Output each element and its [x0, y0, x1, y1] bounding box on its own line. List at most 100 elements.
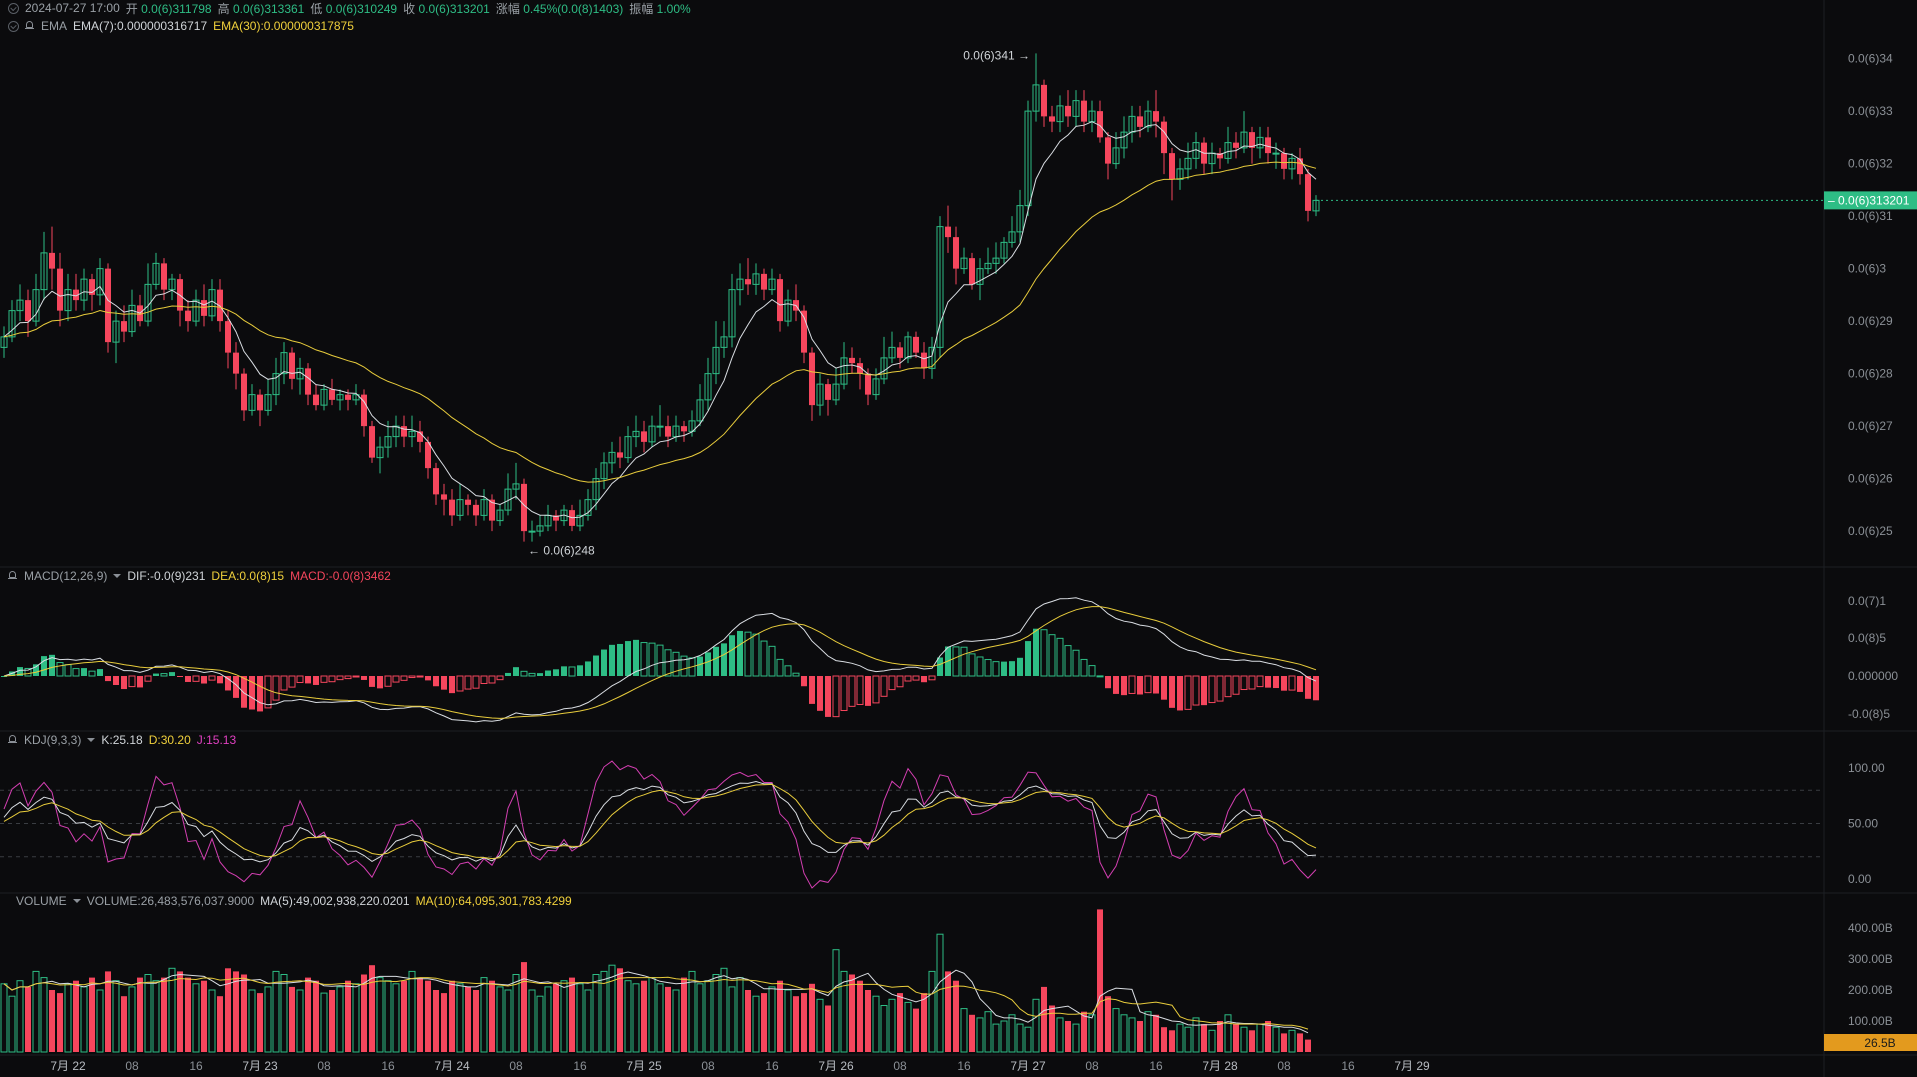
- candle-body: [1176, 168, 1184, 180]
- volume-bar: [600, 970, 608, 1053]
- candle-body: [936, 226, 944, 348]
- macd-histogram-bar: [41, 656, 47, 676]
- macd-histogram-bar: [1232, 675, 1240, 695]
- candle-body: [73, 289, 79, 301]
- candle-body: [152, 262, 160, 285]
- candle-body: [857, 363, 863, 374]
- candle-body: [696, 399, 704, 422]
- time-tick-label: 08: [509, 1059, 523, 1073]
- volume-bar: [880, 1005, 888, 1053]
- macd-histogram-bar: [760, 640, 768, 677]
- volume-bar: [913, 1008, 919, 1052]
- macd-histogram-bar: [921, 676, 927, 683]
- candle-body: [888, 346, 896, 359]
- price-tick-label: 0.0(6)33: [1848, 104, 1893, 118]
- macd-histogram-bar: [840, 675, 848, 712]
- candle-body: [816, 383, 824, 406]
- macd-histogram-bar: [601, 649, 607, 676]
- volume-bar: [777, 980, 783, 1052]
- collapse-toggle-icon[interactable]: [8, 20, 19, 32]
- volume-bar: [865, 990, 871, 1052]
- candle-body: [617, 452, 623, 458]
- volume-bar: [313, 980, 319, 1052]
- volume-bar: [720, 967, 728, 1053]
- macd-histogram-bar: [640, 642, 648, 677]
- macd-histogram-bar: [408, 675, 416, 679]
- candle-body: [64, 289, 72, 312]
- macd-indicator-name[interactable]: MACD(12,26,9): [24, 569, 108, 583]
- time-tick-label: 7月 28: [1202, 1059, 1238, 1073]
- alert-bell-icon[interactable]: [8, 735, 18, 745]
- candle-body: [1000, 241, 1008, 259]
- current-price-label: – 0.0(6)313201: [1828, 193, 1910, 207]
- volume-bar: [401, 980, 407, 1052]
- candle-body: [1032, 84, 1040, 112]
- macd-histogram-bar: [872, 675, 880, 704]
- macd-histogram-bar: [609, 644, 615, 676]
- volume-bar: [1184, 1026, 1192, 1053]
- candle-body: [289, 352, 295, 379]
- macd-histogram-bar: [880, 675, 888, 697]
- time-tick-label: 7月 24: [434, 1059, 470, 1073]
- chevron-down-icon[interactable]: [113, 574, 122, 578]
- volume-bar: [1201, 1024, 1207, 1052]
- macd-tick-label: 0.000000: [1848, 669, 1898, 683]
- macd-histogram-bar: [336, 675, 344, 681]
- macd-histogram-bar: [1105, 676, 1111, 689]
- macd-pane: [1, 597, 1319, 723]
- volume-bar: [1144, 1011, 1152, 1053]
- macd-histogram-bar: [1248, 675, 1256, 690]
- volume-bar: [553, 983, 559, 1052]
- macd-histogram-bar: [1256, 675, 1264, 688]
- candle-body: [384, 436, 392, 448]
- volume-bar: [825, 1005, 831, 1052]
- candle-body: [40, 252, 48, 291]
- alert-bell-icon[interactable]: [8, 571, 18, 581]
- candle-body: [369, 426, 375, 458]
- macd-histogram-bar: [272, 675, 280, 701]
- collapse-toggle-icon[interactable]: [8, 2, 19, 14]
- macd-histogram-bar: [1288, 675, 1296, 691]
- macd-histogram-bar: [472, 675, 480, 689]
- candle-body: [233, 352, 239, 374]
- alert-bell-icon[interactable]: [25, 21, 35, 31]
- candle-body: [504, 488, 512, 511]
- macd-histogram-bar: [128, 675, 136, 688]
- macd-histogram-bar: [121, 676, 127, 690]
- volume-bar: [1192, 1017, 1200, 1053]
- candle-body: [1240, 131, 1248, 149]
- volume-bar: [208, 989, 216, 1053]
- candle-body: [1112, 147, 1120, 165]
- candle-body: [1265, 137, 1271, 154]
- kdj-indicator-name[interactable]: KDJ(9,3,3): [24, 733, 82, 747]
- volume-indicator-name[interactable]: VOLUME: [16, 894, 67, 908]
- macd-histogram-bar: [904, 675, 912, 682]
- high-value: 0.0(6)313361: [232, 1, 305, 16]
- candle-body: [57, 268, 63, 311]
- macd-histogram-bar: [64, 664, 72, 677]
- volume-bar: [976, 1017, 984, 1053]
- volume-bar: [480, 977, 488, 1053]
- volume-bar: [696, 983, 704, 1053]
- volume-bar: [528, 989, 536, 1053]
- candle-body: [704, 373, 712, 401]
- volume-bar: [1032, 998, 1040, 1053]
- macd-histogram-bar: [697, 656, 703, 676]
- volume-bar: [289, 986, 295, 1052]
- macd-histogram-bar: [352, 675, 360, 678]
- volume-bar: [544, 986, 552, 1053]
- chevron-down-icon[interactable]: [87, 738, 96, 742]
- candle-body: [1016, 205, 1024, 233]
- macd-histogram-bar: [1056, 637, 1064, 677]
- macd-histogram-bar: [192, 675, 200, 682]
- volume-bar: [1008, 1014, 1016, 1053]
- kdj-pane: [0, 760, 1824, 889]
- candle-body: [921, 352, 927, 369]
- ema-indicator-name[interactable]: EMA: [41, 19, 68, 33]
- candle-body: [313, 394, 319, 406]
- volume-bar: [1233, 1024, 1239, 1052]
- chevron-down-icon[interactable]: [72, 899, 81, 903]
- volume-bar: [433, 990, 439, 1052]
- ema30-value: EMA(30):0.000000317875: [213, 19, 354, 33]
